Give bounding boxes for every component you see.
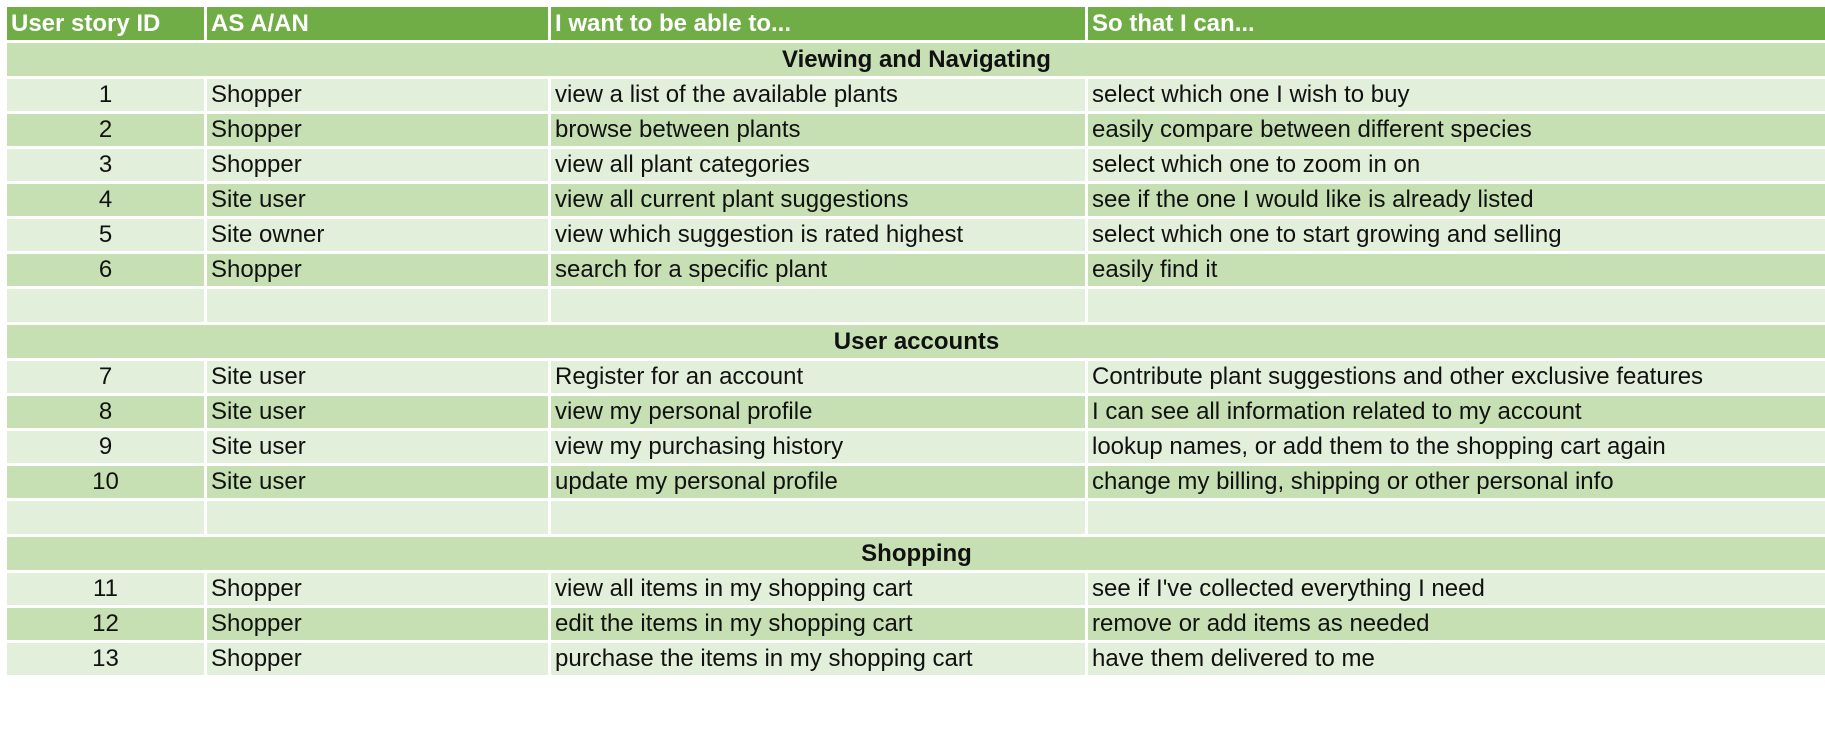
story-id-cell: 3 — [4, 146, 207, 184]
table-row: 4 Site user view all current plant sugge… — [4, 181, 1825, 219]
table-row: 7 Site user Register for an account Cont… — [4, 358, 1825, 396]
role-cell: Site owner — [204, 216, 551, 254]
header-so-that: So that I can... — [1085, 4, 1825, 43]
empty-cell — [548, 286, 1088, 325]
table-row: 3 Shopper view all plant categories sele… — [4, 146, 1825, 184]
empty-cell — [204, 286, 551, 325]
role-cell: Site user — [204, 181, 551, 219]
user-stories-table: User story ID AS A/AN I want to be able … — [4, 4, 1825, 678]
table-row: 10 Site user update my personal profile … — [4, 463, 1825, 501]
so-that-cell: see if I've collected everything I need — [1085, 570, 1825, 608]
story-id-cell: 6 — [4, 251, 207, 289]
want-cell: edit the items in my shopping cart — [548, 605, 1088, 643]
blank-row — [4, 286, 1825, 325]
role-cell: Shopper — [204, 251, 551, 289]
so-that-cell: easily find it — [1085, 251, 1825, 289]
table-row: 9 Site user view my purchasing history l… — [4, 428, 1825, 466]
role-cell: Shopper — [204, 605, 551, 643]
so-that-cell: have them delivered to me — [1085, 640, 1825, 678]
story-id-cell: 7 — [4, 358, 207, 396]
so-that-cell: see if the one I would like is already l… — [1085, 181, 1825, 219]
want-cell: view my purchasing history — [548, 428, 1088, 466]
want-cell: search for a specific plant — [548, 251, 1088, 289]
blank-row — [4, 498, 1825, 537]
table-row: 13 Shopper purchase the items in my shop… — [4, 640, 1825, 678]
empty-cell — [548, 498, 1088, 537]
so-that-cell: select which one to zoom in on — [1085, 146, 1825, 184]
empty-cell — [4, 498, 207, 537]
empty-cell — [1085, 498, 1825, 537]
table-row: 12 Shopper edit the items in my shopping… — [4, 605, 1825, 643]
section-header-row: Shopping — [4, 534, 1825, 573]
role-cell: Site user — [204, 358, 551, 396]
story-id-cell: 12 — [4, 605, 207, 643]
table-row: 6 Shopper search for a specific plant ea… — [4, 251, 1825, 289]
story-id-cell: 2 — [4, 111, 207, 149]
section-title: Viewing and Navigating — [4, 40, 1825, 79]
role-cell: Site user — [204, 428, 551, 466]
role-cell: Shopper — [204, 640, 551, 678]
story-id-cell: 13 — [4, 640, 207, 678]
want-cell: view all items in my shopping cart — [548, 570, 1088, 608]
table-row: 8 Site user view my personal profile I c… — [4, 393, 1825, 431]
story-id-cell: 5 — [4, 216, 207, 254]
section-header-row: User accounts — [4, 322, 1825, 361]
so-that-cell: lookup names, or add them to the shoppin… — [1085, 428, 1825, 466]
story-id-cell: 11 — [4, 570, 207, 608]
want-cell: update my personal profile — [548, 463, 1088, 501]
section-title: Shopping — [4, 534, 1825, 573]
want-cell: view my personal profile — [548, 393, 1088, 431]
empty-cell — [4, 286, 207, 325]
role-cell: Shopper — [204, 570, 551, 608]
want-cell: view all current plant suggestions — [548, 181, 1088, 219]
role-cell: Shopper — [204, 111, 551, 149]
role-cell: Site user — [204, 463, 551, 501]
so-that-cell: select which one I wish to buy — [1085, 76, 1825, 114]
so-that-cell: remove or add items as needed — [1085, 605, 1825, 643]
user-stories-sheet: User story ID AS A/AN I want to be able … — [4, 4, 1825, 678]
story-id-cell: 1 — [4, 76, 207, 114]
so-that-cell: Contribute plant suggestions and other e… — [1085, 358, 1825, 396]
table-row: 5 Site owner view which suggestion is ra… — [4, 216, 1825, 254]
empty-cell — [204, 498, 551, 537]
so-that-cell: select which one to start growing and se… — [1085, 216, 1825, 254]
story-id-cell: 9 — [4, 428, 207, 466]
header-user-story-id: User story ID — [4, 4, 207, 43]
story-id-cell: 8 — [4, 393, 207, 431]
header-row: User story ID AS A/AN I want to be able … — [4, 4, 1825, 43]
table-row: 1 Shopper view a list of the available p… — [4, 76, 1825, 114]
empty-cell — [1085, 286, 1825, 325]
want-cell: purchase the items in my shopping cart — [548, 640, 1088, 678]
so-that-cell: I can see all information related to my … — [1085, 393, 1825, 431]
header-i-want: I want to be able to... — [548, 4, 1088, 43]
table-row: 2 Shopper browse between plants easily c… — [4, 111, 1825, 149]
want-cell: view a list of the available plants — [548, 76, 1088, 114]
section-header-row: Viewing and Navigating — [4, 40, 1825, 79]
header-as-a-an: AS A/AN — [204, 4, 551, 43]
role-cell: Shopper — [204, 146, 551, 184]
role-cell: Site user — [204, 393, 551, 431]
want-cell: view which suggestion is rated highest — [548, 216, 1088, 254]
want-cell: browse between plants — [548, 111, 1088, 149]
so-that-cell: easily compare between different species — [1085, 111, 1825, 149]
table-body: Viewing and Navigating 1 Shopper view a … — [4, 40, 1825, 678]
story-id-cell: 4 — [4, 181, 207, 219]
so-that-cell: change my billing, shipping or other per… — [1085, 463, 1825, 501]
want-cell: view all plant categories — [548, 146, 1088, 184]
section-title: User accounts — [4, 322, 1825, 361]
story-id-cell: 10 — [4, 463, 207, 501]
table-row: 11 Shopper view all items in my shopping… — [4, 570, 1825, 608]
role-cell: Shopper — [204, 76, 551, 114]
want-cell: Register for an account — [548, 358, 1088, 396]
